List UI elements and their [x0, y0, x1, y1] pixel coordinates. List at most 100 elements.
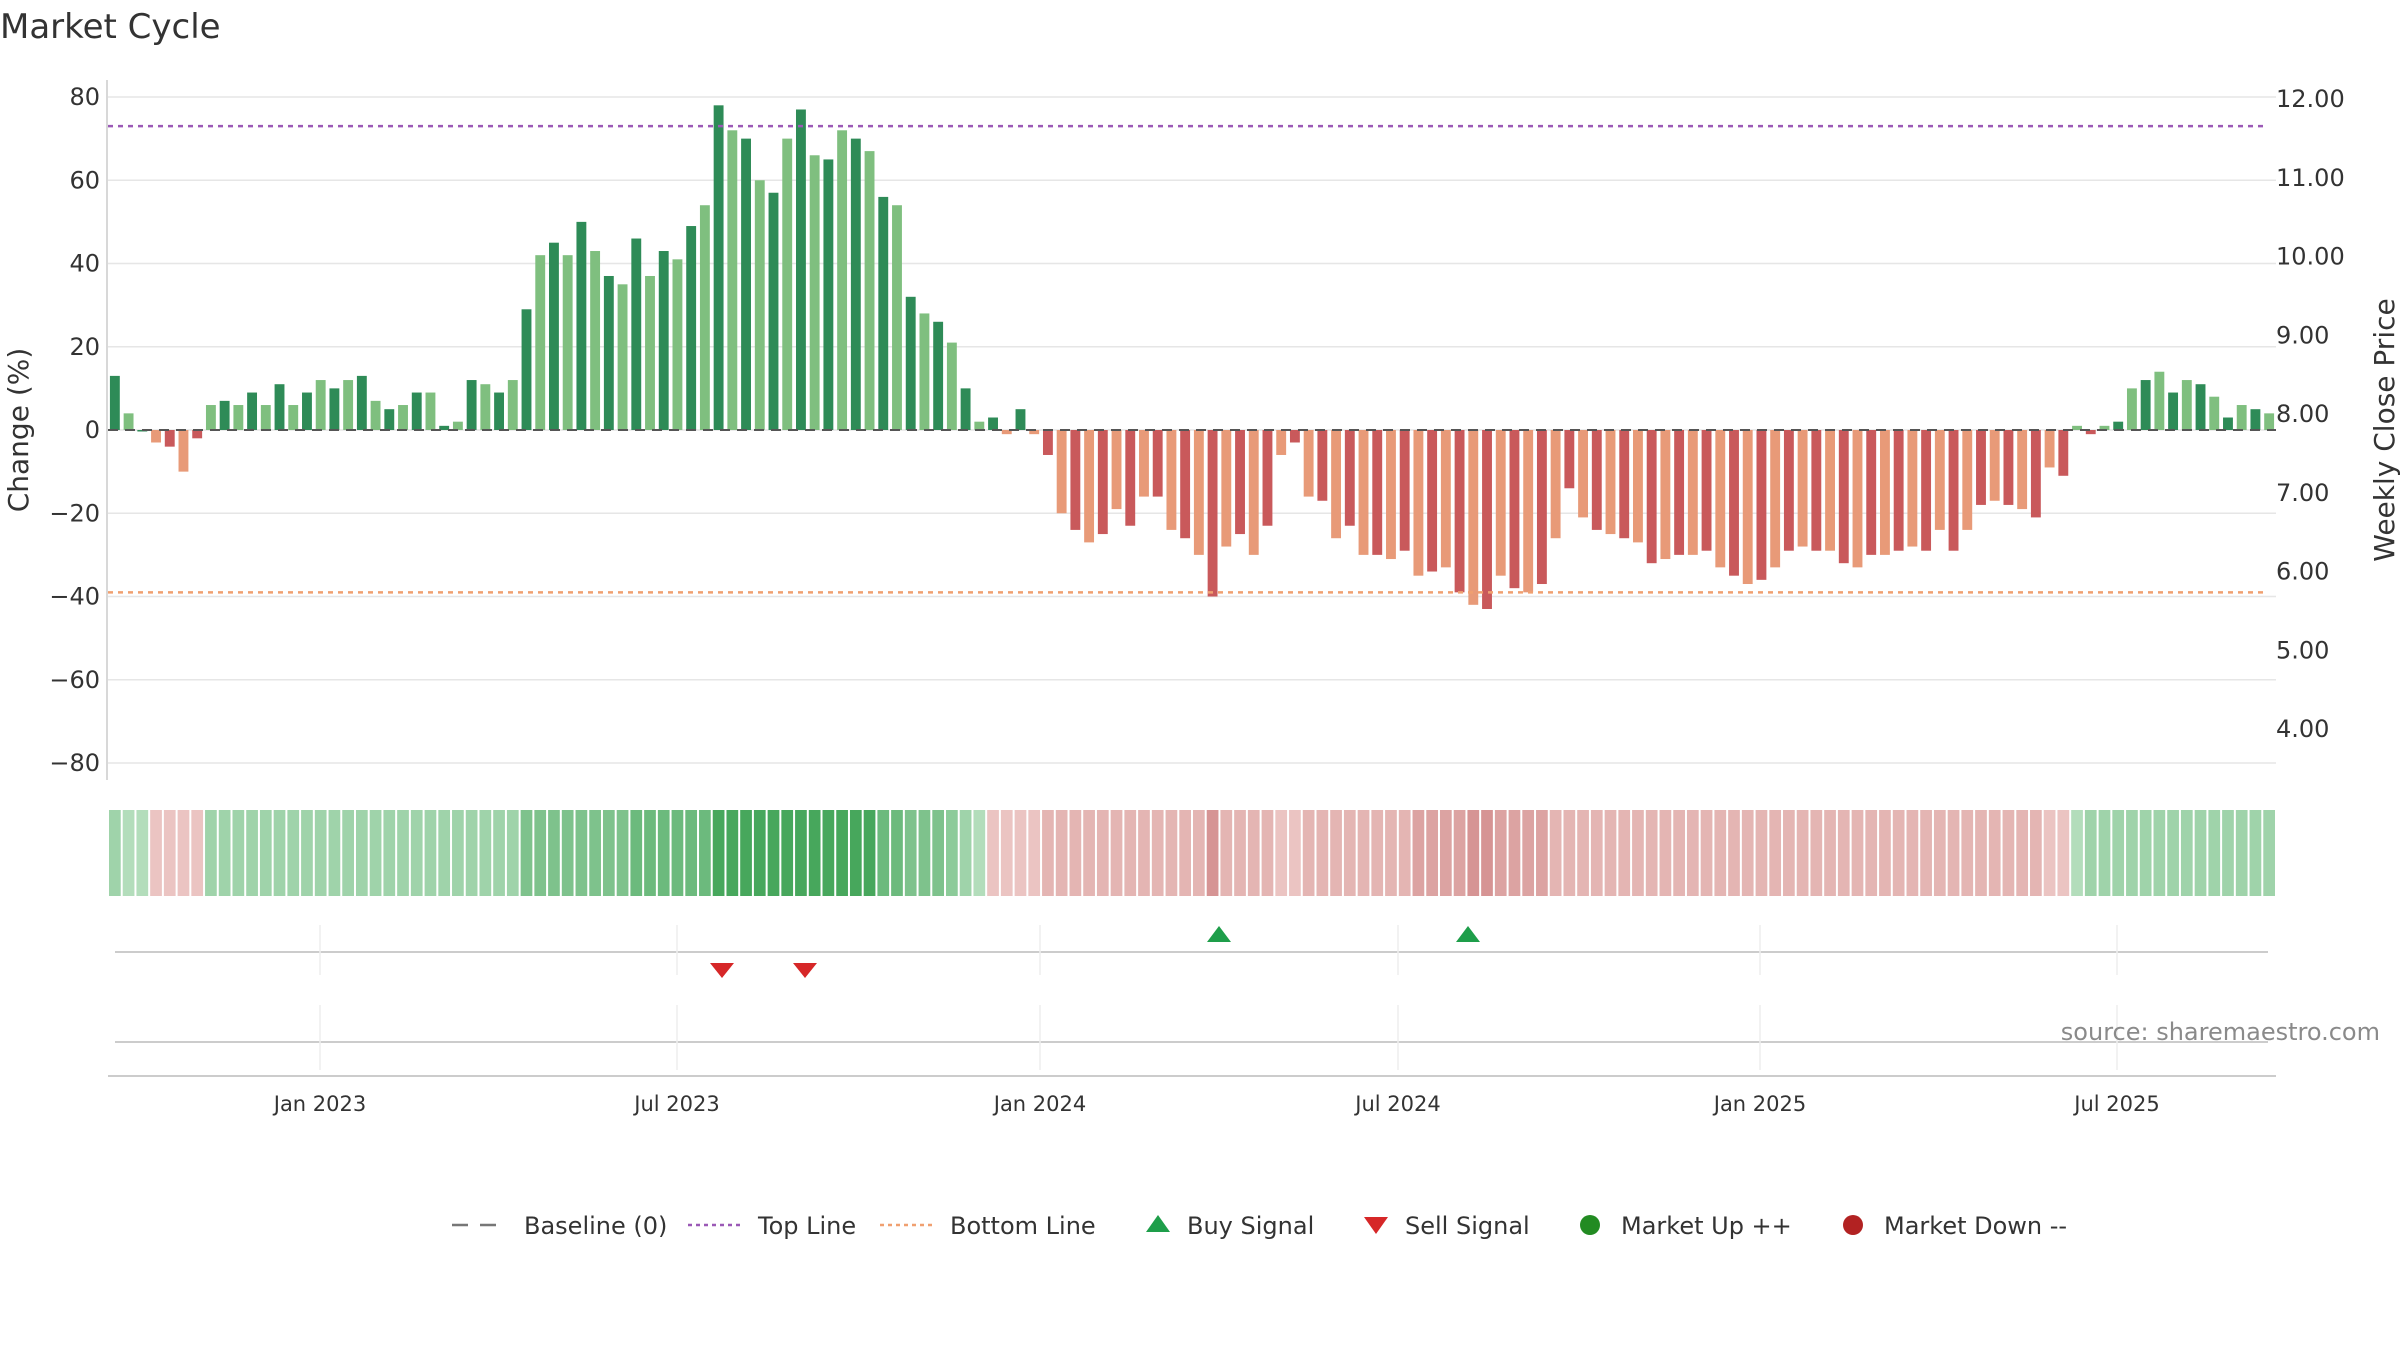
strip-cell	[1865, 810, 1878, 896]
bar	[1001, 430, 1012, 435]
bar	[699, 205, 710, 430]
bar	[2181, 380, 2192, 430]
strip-cell	[232, 810, 245, 896]
buy-signal-marker	[1456, 926, 1480, 942]
legend-label: Buy Signal	[1187, 1212, 1314, 1240]
left-y-tick-label: −60	[49, 666, 100, 694]
strip-cell	[314, 810, 327, 896]
bar	[1742, 430, 1753, 585]
bar	[1578, 430, 1589, 518]
heat-strip	[109, 810, 2275, 896]
bar	[1879, 430, 1890, 555]
bar	[1729, 430, 1739, 576]
bar	[864, 151, 875, 431]
strip-cell	[1234, 810, 1246, 896]
chart-title: Market Cycle	[0, 7, 221, 47]
bar	[2017, 430, 2028, 510]
bar	[1427, 430, 1438, 572]
x-tick-label: Jul 2023	[632, 1092, 719, 1116]
strip-cell	[438, 810, 451, 896]
strip-cell	[1412, 810, 1425, 896]
bar	[398, 405, 408, 430]
strip-cell	[1618, 810, 1631, 896]
strip-cell	[808, 810, 821, 896]
strip-cell	[1577, 810, 1589, 896]
bar	[576, 221, 587, 430]
signal-panel	[108, 925, 2276, 1077]
strip-cell	[1179, 810, 1191, 896]
strip-cell	[301, 810, 313, 896]
bar	[713, 105, 724, 430]
strip-cell	[1700, 810, 1713, 896]
bar	[1948, 430, 1959, 551]
bar	[960, 388, 971, 430]
strip-cell	[1769, 810, 1782, 896]
strip-cell	[287, 810, 300, 896]
bar	[727, 130, 738, 431]
right-y-tick-label: 4.00	[2276, 715, 2329, 743]
strip-cell	[1755, 810, 1768, 896]
bar	[1056, 430, 1067, 514]
strip-cell	[122, 810, 135, 896]
strip-cell	[479, 810, 492, 896]
strip-cell	[1549, 810, 1562, 896]
strip-cell	[1453, 810, 1466, 896]
strip-cell	[1988, 810, 2001, 896]
strip-cell	[259, 810, 272, 896]
strip-cell	[891, 810, 903, 896]
strip-cell	[644, 810, 656, 896]
bar	[288, 405, 299, 430]
bar	[521, 309, 532, 430]
strip-cell	[753, 810, 766, 896]
bar	[2223, 417, 2233, 430]
strip-cell	[1961, 810, 1974, 896]
left-y-tick-label: 40	[69, 250, 100, 278]
bar	[1235, 430, 1245, 535]
bar	[2003, 430, 2014, 505]
strip-cell	[863, 810, 876, 896]
bar	[370, 400, 381, 430]
right-y-tick-label: 8.00	[2276, 400, 2329, 428]
bar	[1660, 430, 1671, 560]
bar	[123, 413, 134, 430]
strip-cell	[1302, 810, 1315, 896]
strip-cell	[1906, 810, 1919, 896]
bar	[1248, 430, 1259, 555]
strip-cell	[506, 810, 519, 896]
strip-cell	[1096, 810, 1109, 896]
bar	[1989, 430, 2000, 501]
legend-label: Market Up ++	[1621, 1212, 1792, 1240]
bar	[686, 226, 697, 430]
strip-cell	[1920, 810, 1932, 896]
bar	[535, 255, 546, 430]
strip-cell	[849, 810, 862, 896]
strip-cell	[136, 810, 149, 896]
bar	[480, 384, 491, 430]
bar	[878, 196, 889, 430]
bar	[1838, 430, 1849, 564]
strip-cell	[1563, 810, 1576, 896]
bar	[850, 138, 861, 430]
strip-cell	[1810, 810, 1823, 896]
strip-cell	[946, 810, 958, 896]
strip-cell	[767, 810, 780, 896]
bar	[1633, 430, 1643, 543]
bar	[2030, 430, 2041, 518]
strip-cell	[520, 810, 533, 896]
bar	[590, 251, 601, 430]
bar	[988, 417, 998, 430]
x-tick-label: Jul 2024	[1353, 1092, 1440, 1116]
strip-cell	[2235, 810, 2248, 896]
strip-cell	[1028, 810, 1041, 896]
strip-cell	[1289, 810, 1301, 896]
bar	[1619, 430, 1630, 539]
strip-cell	[904, 810, 917, 896]
left-y-tick-label: 20	[69, 333, 100, 361]
left-y-tick-label: 60	[69, 166, 100, 194]
bar	[1303, 430, 1314, 497]
right-y-tick-label: 6.00	[2276, 558, 2329, 586]
bar	[1468, 430, 1479, 605]
bar	[1976, 430, 1986, 505]
strip-cell	[410, 810, 423, 896]
buy-signal-marker	[1207, 926, 1231, 942]
